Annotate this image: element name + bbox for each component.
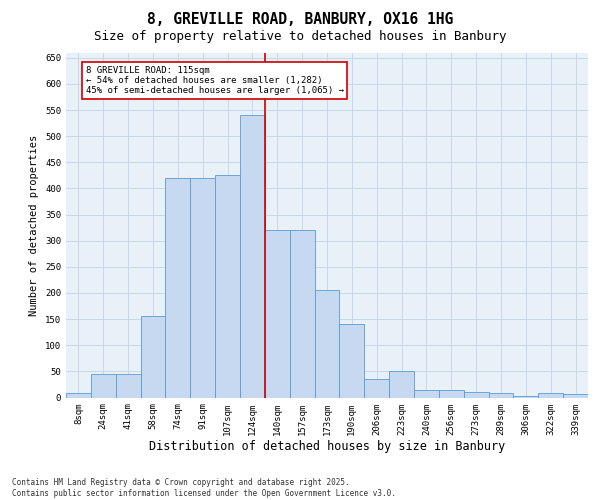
Bar	[414, 390, 439, 398]
X-axis label: Distribution of detached houses by size in Banbury: Distribution of detached houses by size …	[149, 440, 505, 453]
Bar	[389, 372, 414, 398]
Bar	[514, 396, 538, 398]
Bar	[215, 176, 240, 398]
Text: 8 GREVILLE ROAD: 115sqm
← 54% of detached houses are smaller (1,282)
45% of semi: 8 GREVILLE ROAD: 115sqm ← 54% of detache…	[86, 66, 344, 96]
Bar	[464, 392, 488, 398]
Bar	[190, 178, 215, 398]
Bar	[314, 290, 340, 398]
Bar	[290, 230, 314, 398]
Bar	[340, 324, 364, 398]
Bar	[116, 374, 140, 398]
Bar	[66, 394, 91, 398]
Bar	[563, 394, 588, 398]
Bar	[140, 316, 166, 398]
Bar	[439, 390, 464, 398]
Bar	[91, 374, 116, 398]
Y-axis label: Number of detached properties: Number of detached properties	[29, 134, 40, 316]
Bar	[166, 178, 190, 398]
Bar	[488, 394, 514, 398]
Bar	[538, 394, 563, 398]
Bar	[265, 230, 290, 398]
Text: Contains HM Land Registry data © Crown copyright and database right 2025.
Contai: Contains HM Land Registry data © Crown c…	[12, 478, 396, 498]
Bar	[364, 379, 389, 398]
Bar	[240, 115, 265, 398]
Text: Size of property relative to detached houses in Banbury: Size of property relative to detached ho…	[94, 30, 506, 43]
Text: 8, GREVILLE ROAD, BANBURY, OX16 1HG: 8, GREVILLE ROAD, BANBURY, OX16 1HG	[147, 12, 453, 28]
